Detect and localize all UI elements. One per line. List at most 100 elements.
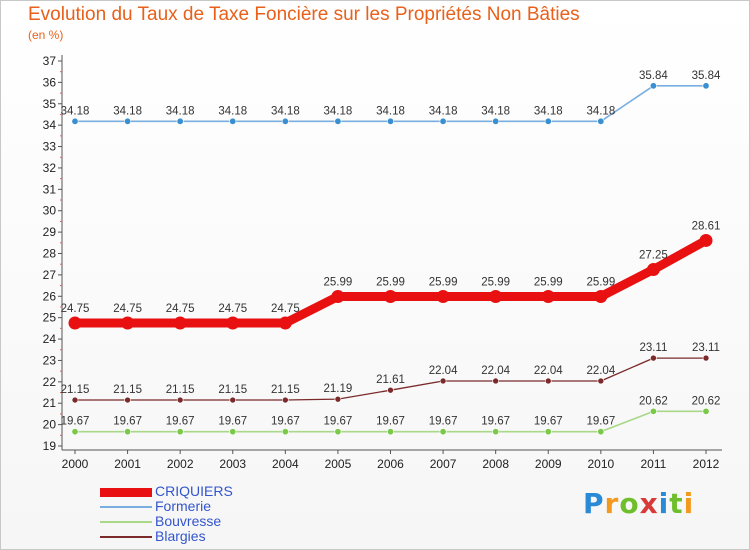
data-label-criquiers: 24.75 <box>218 303 247 315</box>
x-tick-label: 2009 <box>535 457 562 471</box>
y-tick-label: 31 <box>43 182 57 196</box>
data-label-criquiers: 25.99 <box>481 276 510 288</box>
data-point-blargies <box>702 354 710 362</box>
x-tick-label: 2006 <box>377 457 404 471</box>
data-label-bouvresse: 20.62 <box>639 395 668 407</box>
data-point-criquiers <box>541 289 555 303</box>
data-point-blargies <box>124 396 131 404</box>
data-labels: 34.18 34.18 34.18 34.18 34.18 34.18 34.18 34.18… <box>61 70 721 428</box>
data-point-criquiers <box>699 233 713 247</box>
data-point-criquiers <box>226 316 240 330</box>
x-tick-label: 2000 <box>62 457 89 471</box>
data-label-bouvresse: 19.67 <box>481 416 510 428</box>
data-point-criquiers <box>121 316 135 330</box>
x-tick-label: 2001 <box>114 457 141 471</box>
data-point-criquiers <box>278 316 292 330</box>
data-point-formerie <box>649 82 657 90</box>
data-point-blargies <box>71 396 79 404</box>
x-tick-label: 2011 <box>641 457 667 471</box>
data-point-formerie <box>439 117 447 125</box>
data-point-blargies <box>387 386 394 394</box>
y-tick-label: 37 <box>43 54 57 68</box>
data-label-criquiers: 25.99 <box>324 276 353 288</box>
data-label-blargies: 22.04 <box>429 365 458 377</box>
y-tick-label: 23 <box>43 353 57 367</box>
data-label-bouvresse: 19.67 <box>324 416 353 428</box>
data-label-criquiers: 25.99 <box>429 276 458 288</box>
data-label-formerie: 34.18 <box>218 105 247 117</box>
data-label-formerie: 34.18 <box>586 105 615 117</box>
data-point-formerie <box>544 117 552 125</box>
data-label-criquiers: 28.61 <box>692 220 721 232</box>
data-label-criquiers: 27.25 <box>639 250 668 262</box>
x-tick-label: 2007 <box>430 457 457 471</box>
legend-swatch-formerie <box>100 506 152 508</box>
proxiti-logo: Proxiti <box>583 487 695 520</box>
legend-label-blargies: Blargies <box>155 528 206 544</box>
data-point-bouvresse <box>281 428 289 436</box>
data-point-blargies <box>229 396 237 404</box>
data-point-criquiers <box>594 289 608 303</box>
y-tick-label: 36 <box>43 75 57 89</box>
data-point-blargies <box>439 377 447 385</box>
data-label-formerie: 34.18 <box>113 105 142 117</box>
y-tick-label: 21 <box>43 396 57 410</box>
data-point-blargies <box>544 377 552 385</box>
data-label-bouvresse: 19.67 <box>113 416 142 428</box>
data-point-bouvresse <box>229 428 237 436</box>
data-label-bouvresse: 19.67 <box>166 416 195 428</box>
data-label-criquiers: 24.75 <box>166 303 195 315</box>
data-point-bouvresse <box>71 428 79 436</box>
data-label-formerie: 34.18 <box>376 105 405 117</box>
data-point-blargies <box>176 396 184 404</box>
data-label-blargies: 21.15 <box>166 384 195 396</box>
data-point-formerie <box>492 117 500 125</box>
data-point-blargies <box>282 396 289 404</box>
x-tick-label: 2012 <box>693 457 720 471</box>
y-tick-label: 20 <box>43 418 57 432</box>
data-label-formerie: 34.18 <box>481 105 510 117</box>
data-point-formerie <box>124 117 132 125</box>
data-label-blargies: 23.11 <box>639 342 667 354</box>
y-tick-label: 27 <box>43 268 57 282</box>
x-tick-label: 2005 <box>325 457 352 471</box>
data-point-formerie <box>71 117 79 125</box>
data-point-formerie <box>597 117 605 125</box>
data-label-bouvresse: 20.62 <box>692 395 721 407</box>
data-point-blargies <box>650 354 657 362</box>
data-label-bouvresse: 19.67 <box>586 416 615 428</box>
data-label-blargies: 21.19 <box>324 383 353 395</box>
data-label-blargies: 21.15 <box>113 384 142 396</box>
data-point-bouvresse <box>544 428 552 436</box>
data-label-bouvresse: 19.67 <box>534 416 563 428</box>
legend-label-bouvresse: Bouvresse <box>155 513 222 529</box>
y-tick-label: 25 <box>43 311 57 325</box>
data-label-formerie: 34.18 <box>166 105 195 117</box>
data-point-criquiers <box>489 289 503 303</box>
legend-swatch-bouvresse <box>100 521 152 523</box>
data-point-bouvresse <box>702 407 710 415</box>
y-tick-label: 24 <box>43 332 57 346</box>
axes: 19 20 21 22 23 24 25 26 27 28 29 30 31 32 33 34 35 36 37 20… <box>43 54 722 471</box>
data-point-bouvresse <box>124 428 132 436</box>
x-tick-label: 2003 <box>219 457 246 471</box>
data-point-bouvresse <box>597 428 605 436</box>
data-point-bouvresse <box>492 428 500 436</box>
data-point-criquiers <box>173 316 187 330</box>
chart-title: Evolution du Taux de Taxe Foncière sur l… <box>28 4 580 25</box>
data-label-formerie: 34.18 <box>61 105 90 117</box>
y-tick-label: 35 <box>43 97 57 111</box>
data-point-formerie <box>334 117 342 125</box>
legend-label-criquiers: CRIQUIERS <box>155 483 233 499</box>
y-tick-label: 32 <box>43 161 57 175</box>
data-label-blargies: 21.15 <box>61 384 90 396</box>
x-tick-label: 2008 <box>482 457 509 471</box>
data-label-formerie: 34.18 <box>429 105 458 117</box>
data-point-bouvresse <box>386 428 394 436</box>
y-tick-label: 34 <box>43 118 57 132</box>
data-point-bouvresse <box>649 407 657 415</box>
data-point-bouvresse <box>439 428 447 436</box>
data-point-formerie <box>281 117 289 125</box>
y-tick-label: 22 <box>43 375 57 389</box>
data-label-formerie: 34.18 <box>534 105 563 117</box>
